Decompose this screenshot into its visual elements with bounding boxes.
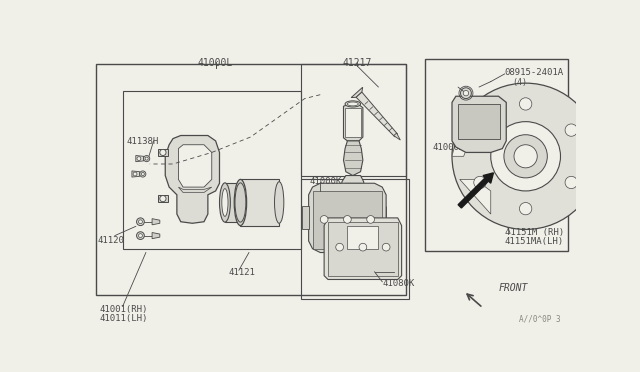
- Text: 41151M (RH): 41151M (RH): [505, 228, 564, 237]
- Bar: [225, 183, 241, 222]
- Polygon shape: [452, 99, 491, 156]
- Circle shape: [565, 124, 577, 136]
- Ellipse shape: [237, 185, 244, 220]
- Circle shape: [145, 157, 148, 160]
- Text: 41217: 41217: [343, 58, 372, 68]
- Polygon shape: [340, 176, 365, 214]
- Circle shape: [367, 216, 374, 223]
- Text: 41120: 41120: [97, 235, 124, 245]
- Ellipse shape: [235, 183, 246, 222]
- Polygon shape: [452, 96, 506, 153]
- Ellipse shape: [345, 101, 360, 107]
- Ellipse shape: [275, 182, 284, 223]
- Polygon shape: [344, 183, 363, 206]
- Circle shape: [320, 216, 328, 223]
- Circle shape: [491, 122, 561, 191]
- Polygon shape: [324, 218, 402, 279]
- Circle shape: [463, 90, 468, 96]
- Circle shape: [520, 98, 532, 110]
- Polygon shape: [179, 187, 212, 192]
- Circle shape: [133, 172, 137, 176]
- Circle shape: [474, 176, 486, 189]
- Ellipse shape: [234, 179, 246, 225]
- Bar: [425, 58, 568, 251]
- Circle shape: [136, 218, 145, 225]
- Text: (4): (4): [513, 78, 527, 87]
- Polygon shape: [308, 183, 386, 253]
- Text: 41011(LH): 41011(LH): [99, 314, 148, 323]
- Circle shape: [474, 124, 486, 136]
- Circle shape: [336, 243, 344, 251]
- Circle shape: [504, 135, 547, 178]
- Ellipse shape: [220, 183, 230, 222]
- Circle shape: [141, 173, 145, 176]
- Bar: [312, 191, 382, 249]
- Bar: [328, 222, 397, 276]
- Text: 41000K: 41000K: [309, 177, 342, 186]
- Polygon shape: [458, 104, 500, 140]
- Circle shape: [359, 243, 367, 251]
- Polygon shape: [344, 105, 363, 141]
- Text: FRONT: FRONT: [499, 283, 528, 294]
- Ellipse shape: [348, 102, 358, 106]
- Circle shape: [140, 171, 146, 177]
- Circle shape: [136, 232, 145, 240]
- Text: 41001(RH): 41001(RH): [99, 305, 148, 314]
- Circle shape: [461, 88, 472, 99]
- Text: 08915-2401A: 08915-2401A: [505, 68, 564, 77]
- Text: A//0^0P 3: A//0^0P 3: [519, 314, 561, 323]
- Text: 41000L: 41000L: [198, 58, 233, 68]
- Polygon shape: [394, 133, 401, 140]
- Text: 41000A: 41000A: [433, 143, 465, 152]
- Polygon shape: [303, 206, 308, 230]
- Polygon shape: [157, 148, 168, 156]
- Polygon shape: [152, 219, 160, 225]
- Polygon shape: [132, 171, 140, 177]
- Bar: [241, 179, 279, 225]
- Circle shape: [520, 202, 532, 215]
- Polygon shape: [345, 108, 362, 137]
- Circle shape: [382, 243, 390, 251]
- Text: 41151MA(LH): 41151MA(LH): [505, 237, 564, 246]
- Text: 41121: 41121: [229, 268, 255, 277]
- Polygon shape: [344, 141, 363, 176]
- Polygon shape: [179, 145, 212, 187]
- Bar: [95, 64, 406, 295]
- Circle shape: [137, 157, 141, 161]
- FancyArrow shape: [458, 173, 493, 208]
- Circle shape: [160, 196, 166, 202]
- Polygon shape: [356, 92, 397, 137]
- Circle shape: [514, 145, 537, 168]
- Polygon shape: [157, 195, 168, 202]
- Bar: [301, 64, 406, 176]
- Circle shape: [138, 220, 142, 224]
- Circle shape: [452, 83, 599, 230]
- Polygon shape: [165, 135, 220, 223]
- Circle shape: [160, 150, 166, 155]
- Circle shape: [344, 216, 351, 223]
- Text: 41080K: 41080K: [382, 279, 415, 289]
- Polygon shape: [348, 225, 378, 249]
- Bar: [123, 91, 301, 249]
- Text: 41138H: 41138H: [127, 137, 159, 146]
- Polygon shape: [136, 155, 143, 162]
- Circle shape: [565, 176, 577, 189]
- Circle shape: [143, 155, 150, 162]
- Circle shape: [138, 234, 142, 238]
- Ellipse shape: [222, 189, 228, 217]
- Polygon shape: [152, 232, 160, 239]
- Bar: [301, 179, 410, 299]
- Polygon shape: [460, 179, 491, 214]
- Polygon shape: [351, 87, 363, 97]
